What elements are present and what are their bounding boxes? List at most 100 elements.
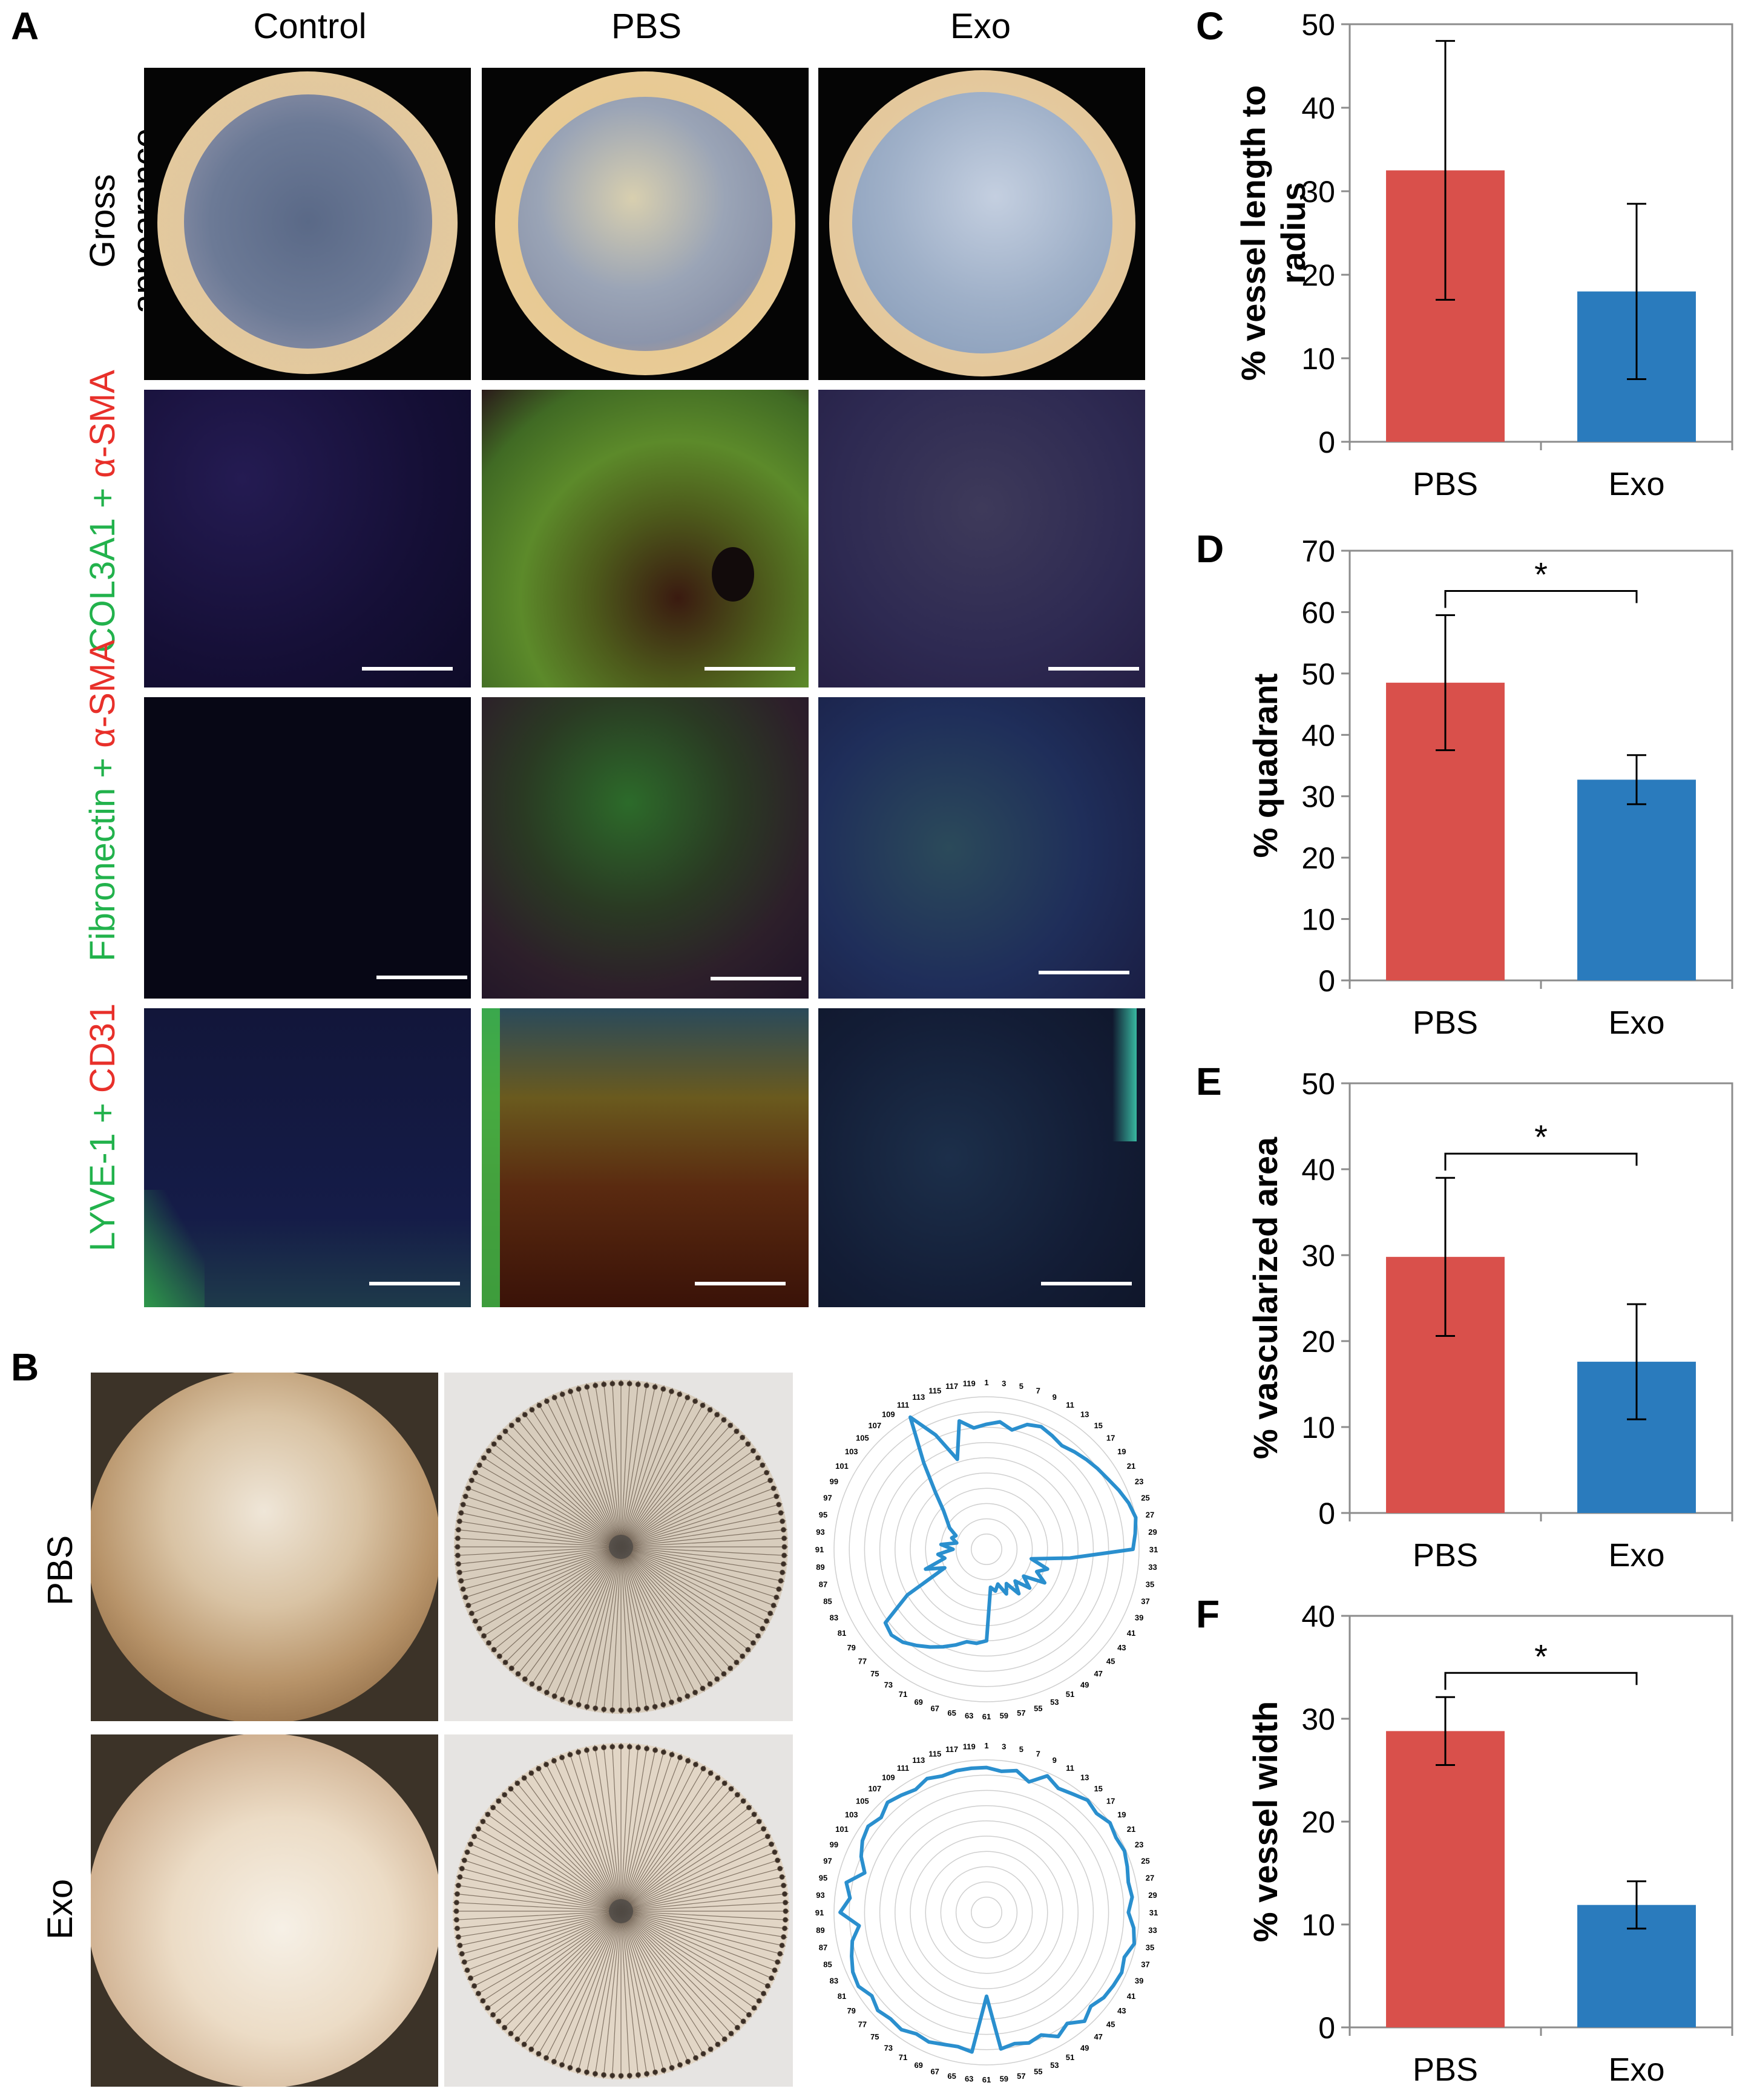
radar-label: 45 [1106, 1657, 1115, 1666]
radar-label: 107 [868, 1784, 881, 1793]
radar-label: 113 [912, 1756, 925, 1765]
scale-bar [1041, 1282, 1132, 1285]
radar-label: 111 [897, 1400, 909, 1409]
radar-label: 87 [819, 1580, 827, 1589]
radar-series-exo [838, 1765, 1136, 2054]
radar-label: 103 [845, 1810, 858, 1819]
brightfield-exo [91, 1734, 438, 2087]
row-label-col3a1-green: COL3A1 + [83, 487, 123, 653]
radar-ring [895, 1820, 1079, 2004]
row-label-lyve1: LYVE-1 + CD31 [82, 982, 124, 1273]
radar-label: 109 [882, 1410, 895, 1419]
gross-image-pbs [482, 68, 809, 380]
y-tick-label: 40 [1301, 718, 1335, 752]
radar-label: 115 [928, 1386, 941, 1396]
col-header-pbs: PBS [611, 7, 682, 46]
radar-ring [849, 1774, 1125, 2050]
row-label-fibronectin-red: α-SMA [83, 640, 123, 748]
significance-star: * [1534, 1637, 1548, 1675]
radar-ring [864, 1790, 1109, 2035]
scale-bar [711, 977, 801, 980]
y-axis-label: % vascularized area [1246, 1137, 1284, 1459]
col-header-control: Control [253, 7, 367, 46]
radar-label: 99 [830, 1840, 838, 1849]
y-tick-label: 50 [1301, 8, 1335, 42]
radar-label: 33 [1148, 1926, 1157, 1935]
y-tick-label: 0 [1318, 425, 1335, 459]
panel-letter-a: A [11, 4, 39, 48]
bar-chart-c: 0 10 20 30 40 50 PBS Exo % vessel length to radiu… [1234, 8, 1733, 502]
panel-letter-d: D [1196, 527, 1224, 571]
radar-label: 109 [882, 1773, 895, 1782]
radar-label: 47 [1094, 1669, 1102, 1678]
radar-label: 57 [1017, 2072, 1025, 2081]
significance-bracket [1444, 590, 1638, 608]
bar-exo [1577, 779, 1696, 980]
micrograph-fibronectin-pbs [482, 697, 809, 999]
radar-label: 1 [984, 1741, 988, 1750]
x-tick-label-pbs: PBS [1413, 466, 1478, 502]
radar-ring [879, 1442, 1094, 1657]
radar-label: 91 [815, 1545, 824, 1554]
micrograph-col3a1-exo [818, 390, 1145, 687]
radar-label: 49 [1080, 1680, 1089, 1689]
micrograph-lyve1-control [144, 1008, 471, 1307]
radar-label: 97 [823, 1494, 832, 1503]
radar-ring [955, 1518, 1018, 1581]
y-tick-label: 10 [1301, 903, 1335, 937]
radar-label: 67 [930, 1704, 939, 1713]
radar-label: 23 [1135, 1477, 1143, 1486]
radar-label: 63 [965, 1711, 973, 1721]
panel-letter-e: E [1196, 1060, 1222, 1103]
radar-ring [864, 1426, 1109, 1672]
bar-pbs [1386, 1731, 1505, 2027]
radar-ring [955, 1881, 1018, 1944]
radar-label: 15 [1094, 1784, 1102, 1793]
panel-letter-b: B [11, 1345, 39, 1389]
radar-label: 95 [819, 1511, 827, 1520]
radar-label: 81 [838, 1629, 846, 1638]
y-tick-label: 60 [1301, 596, 1335, 629]
radar-label: 35 [1146, 1943, 1154, 1952]
micrograph-col3a1-pbs [482, 390, 809, 687]
radar-label: 57 [1017, 1708, 1025, 1718]
y-tick-label: 20 [1301, 1805, 1335, 1839]
y-tick-label: 40 [1301, 1600, 1335, 1633]
radar-label: 113 [912, 1393, 925, 1402]
radar-label: 77 [858, 2020, 867, 2029]
radar-label: 5 [1019, 1382, 1023, 1391]
radar-label: 103 [845, 1447, 858, 1456]
radar-label: 53 [1050, 2061, 1059, 2070]
radar-label: 75 [870, 2032, 879, 2041]
radar-label: 69 [914, 1698, 922, 1707]
radar-label: 59 [1000, 1711, 1008, 1721]
radar-label: 99 [830, 1477, 838, 1486]
y-axis-label-line1: % vascularized area [1246, 1137, 1284, 1459]
radar-label: 31 [1149, 1908, 1158, 1917]
radar-label: 35 [1146, 1580, 1154, 1589]
scale-bar [695, 1282, 786, 1285]
brightfield-pbs [91, 1373, 438, 1721]
y-tick-label: 50 [1301, 657, 1335, 691]
significance-star: * [1534, 1118, 1548, 1156]
radar-label: 81 [838, 1992, 846, 2001]
radar-label: 117 [945, 1382, 958, 1391]
scale-bar [369, 1282, 460, 1285]
micrograph-fibronectin-control [144, 697, 471, 999]
radar-label: 51 [1066, 1690, 1074, 1699]
y-tick-label: 30 [1301, 780, 1335, 814]
radar-label: 41 [1127, 1629, 1135, 1638]
row-label-fibronectin-green: Fibronectin + [83, 757, 123, 962]
y-tick-label: 0 [1318, 2011, 1335, 2045]
radar-label: 11 [1066, 1400, 1074, 1409]
y-axis-label: % quadrant [1246, 674, 1284, 858]
radar-ring [925, 1851, 1048, 1974]
radar-label: 15 [1094, 1421, 1102, 1430]
radar-label: 71 [899, 2053, 907, 2062]
row-label-fibronectin: Fibronectin + α-SMA [82, 640, 124, 962]
y-tick-label: 70 [1301, 534, 1335, 568]
radar-label: 49 [1080, 2043, 1089, 2052]
y-axis-label: % vessel width [1246, 1701, 1284, 1942]
radar-label: 3 [1002, 1379, 1006, 1388]
radar-label: 55 [1034, 2067, 1042, 2076]
